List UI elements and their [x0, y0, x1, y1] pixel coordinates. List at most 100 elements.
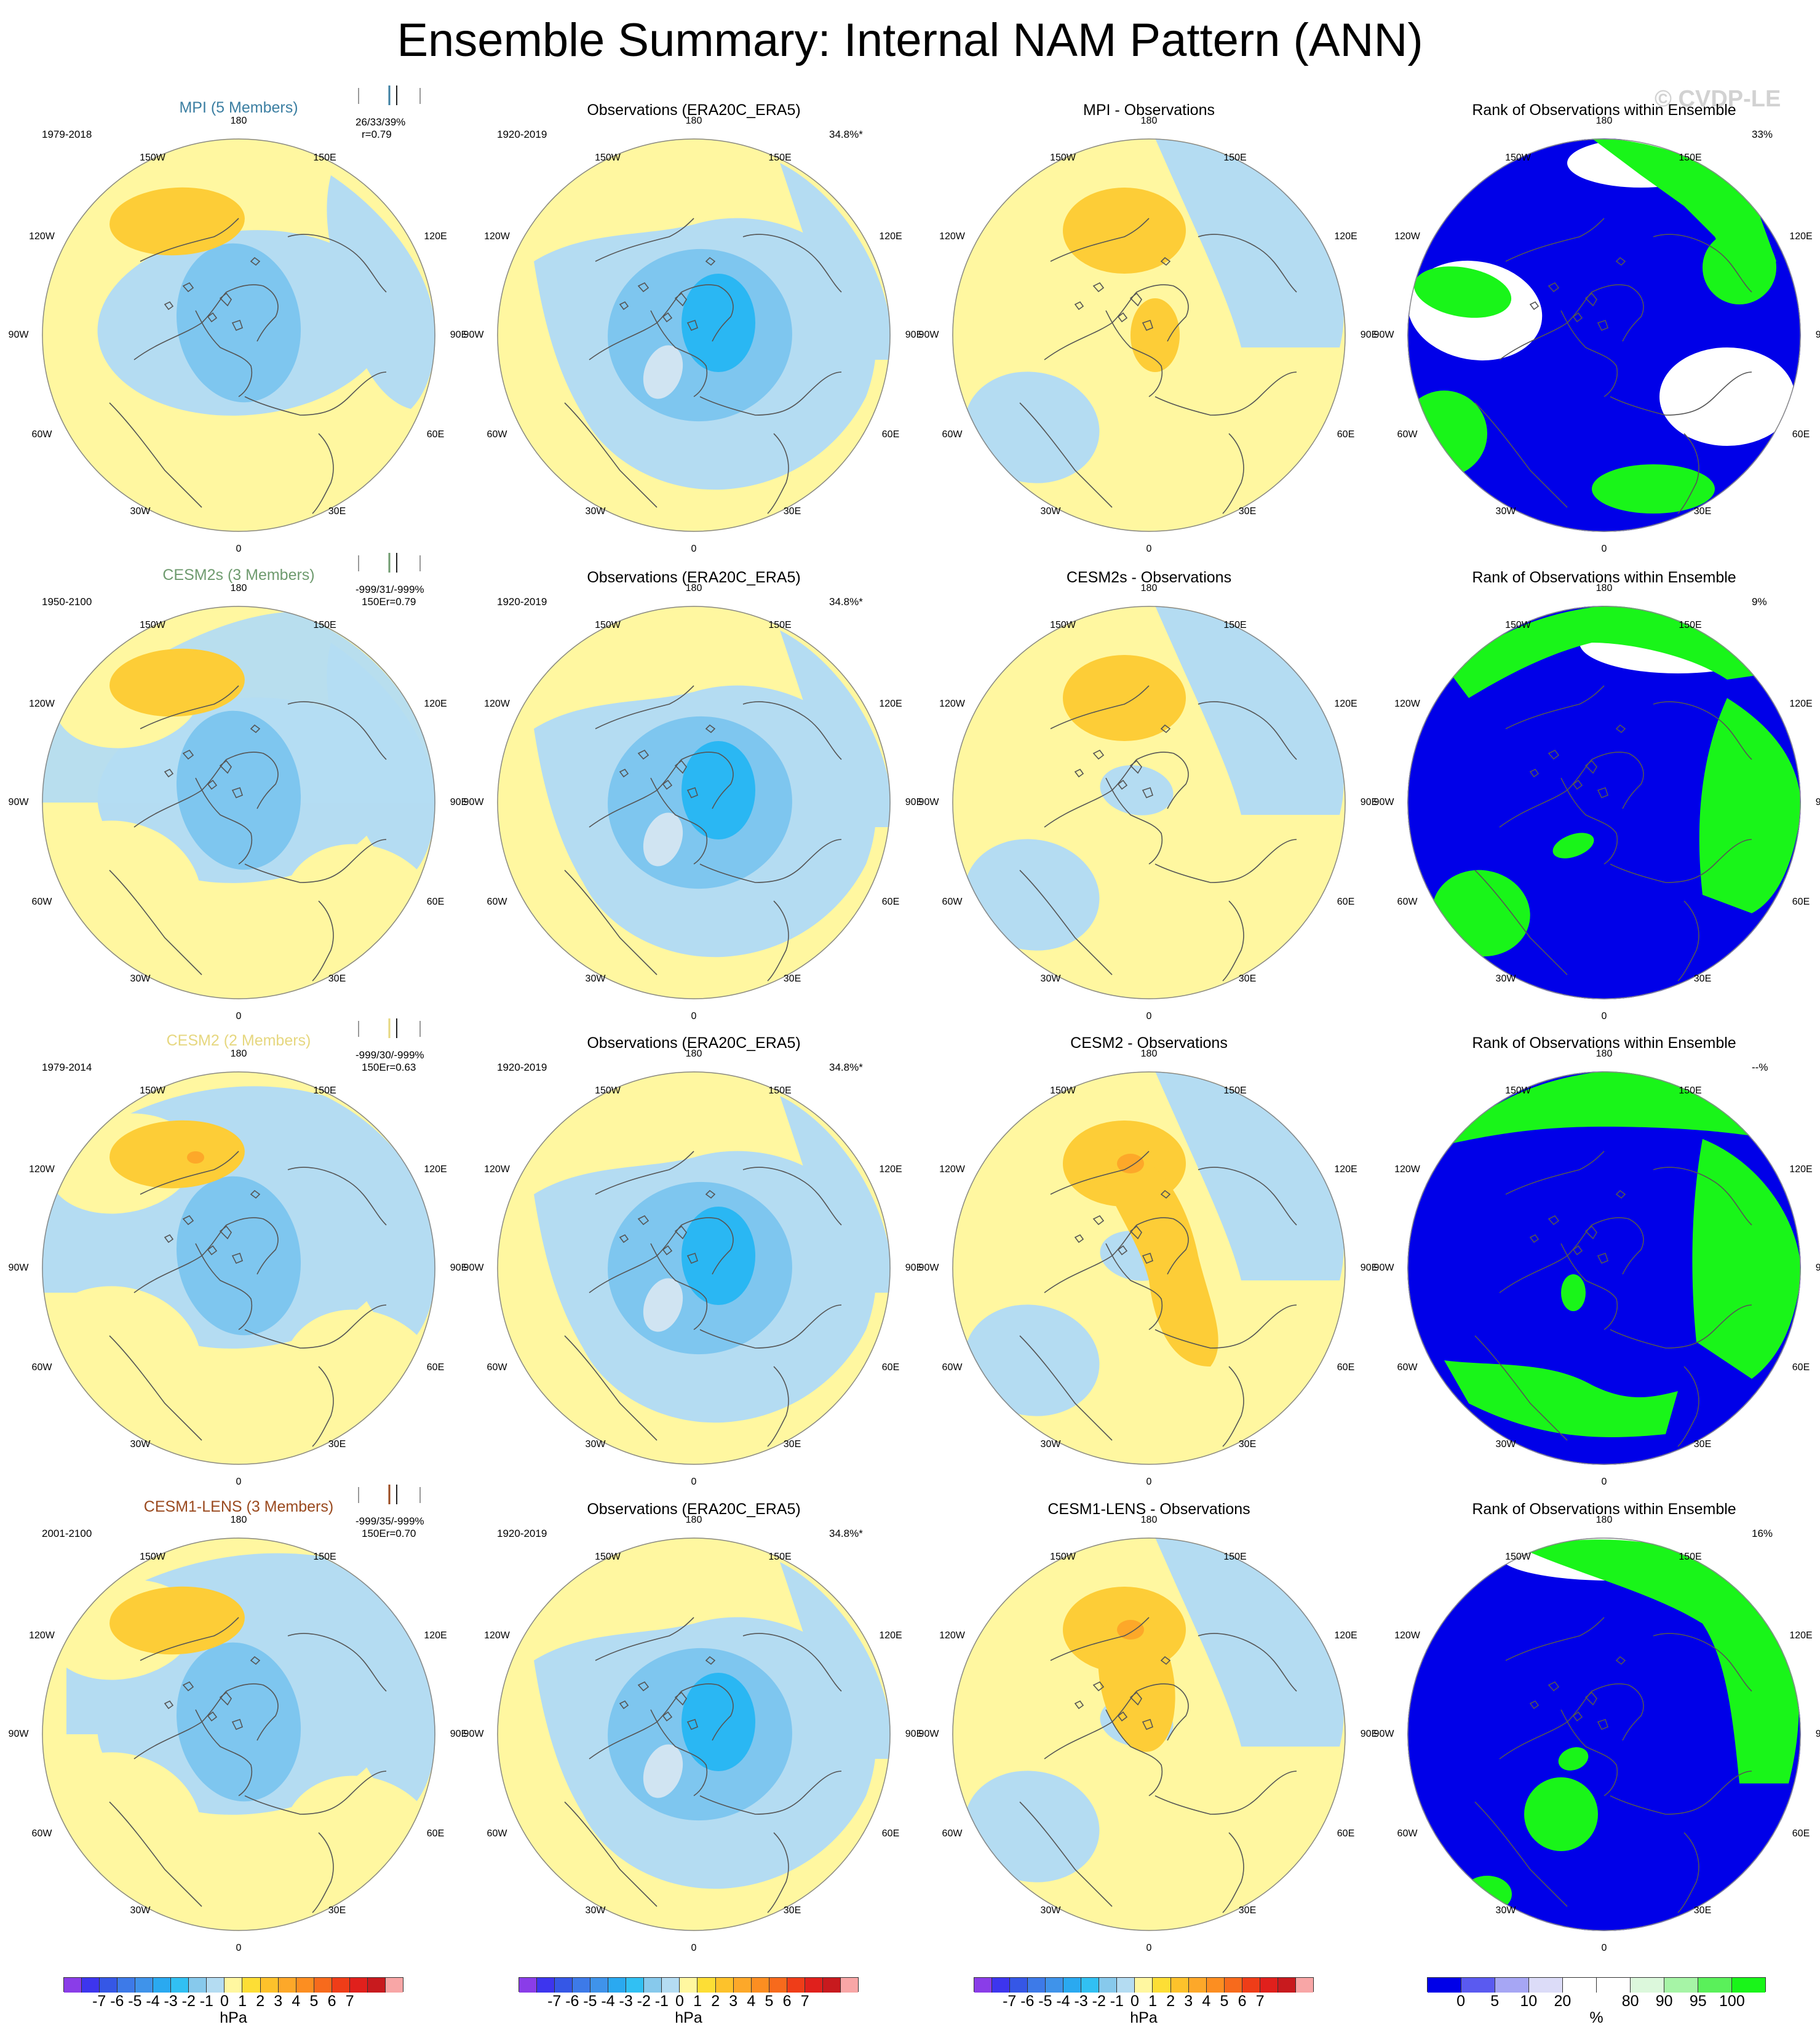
row4-diff-lon-label-60w: 60W — [942, 1828, 963, 1839]
row1-diff-lon-label-120w: 120W — [939, 231, 965, 242]
colorbar-hpa-2-swatch — [519, 1978, 537, 1993]
row2-rank-lon-label-30w: 30W — [1495, 974, 1516, 984]
row1-diff-map — [952, 138, 1346, 532]
row2-diff-lon-label-30w: 30W — [1040, 974, 1061, 984]
row1-rank-pct: 33% — [1752, 129, 1773, 140]
row2-obs-title: Observations (ERA20C_ERA5) — [587, 569, 801, 586]
row3-rank-lon-label-60w: 60W — [1397, 1362, 1418, 1373]
colorbar-hpa-1-tick: 6 — [327, 1993, 336, 2010]
row2-rank-lon-label-150e: 150E — [1679, 620, 1702, 630]
row1-rank-lon-label-180: 180 — [1595, 116, 1613, 126]
colorbar-hpa-2-swatch — [733, 1978, 751, 1993]
colorbar-rank-tick: 20 — [1554, 1993, 1572, 2010]
row3-model-pattern-correlation-whisker — [352, 1016, 426, 1044]
colorbar-rank-tick: 10 — [1520, 1993, 1538, 2010]
row2-obs-lon-label-150w: 150W — [595, 620, 621, 630]
row2-diff-lon-label-120w: 120W — [939, 699, 965, 709]
colorbar-hpa-2-tick: 4 — [747, 1993, 756, 2010]
row2-obs-lon-label-60w: 60W — [487, 897, 507, 907]
row1-model-stats-line2: r=0.79 — [362, 129, 392, 140]
row3-rank-title: Rank of Observations within Ensemble — [1472, 1034, 1736, 1052]
colorbar-hpa-3-tick: 1 — [1148, 1993, 1157, 2010]
colorbar-rank-tick: 100 — [1719, 1993, 1745, 2010]
row3-rank-lon-label-150w: 150W — [1505, 1085, 1531, 1096]
colorbar-rank-tick: 80 — [1621, 1993, 1639, 2010]
row3-diff-lon-label-120w: 120W — [939, 1164, 965, 1175]
row1-diff-lon-label-60w: 60W — [942, 429, 963, 440]
row1-obs-lon-label-90e: 90E — [905, 330, 923, 340]
row3-obs-lon-label-90e: 90E — [905, 1263, 923, 1273]
colorbar-hpa-1-tick: -3 — [164, 1993, 178, 2010]
row3-model-lon-label-0: 0 — [236, 1477, 242, 1487]
row4-obs-lon-label-180: 180 — [685, 1515, 702, 1525]
row1-model-lon-label-90w: 90W — [8, 330, 29, 340]
row3-obs-lon-label-180: 180 — [685, 1049, 702, 1059]
row4-diff-lon-label-90w: 90W — [918, 1729, 939, 1739]
colorbar-hpa-1-swatch — [170, 1978, 189, 1993]
row3-model-lon-label-120e: 120E — [424, 1164, 447, 1175]
colorbar-hpa-3-tick: 5 — [1220, 1993, 1229, 2010]
colorbar-hpa-2-swatch — [804, 1978, 822, 1993]
colorbar-hpa-3-swatch — [1099, 1978, 1117, 1993]
row2-rank-lon-label-90e: 90E — [1815, 797, 1820, 807]
row3-obs-lon-label-0: 0 — [691, 1477, 697, 1487]
row2-rank-lon-label-60e: 60E — [1792, 897, 1810, 907]
row4-model-lon-label-30e: 30E — [328, 1905, 346, 1916]
row2-obs-lon-label-30w: 30W — [585, 974, 606, 984]
row1-model-lon-label-120w: 120W — [29, 231, 55, 242]
colorbar-hpa-2-tick: 7 — [800, 1993, 809, 2010]
row1-model-stats-line1: 26/33/39% — [356, 116, 406, 128]
row3-diff-lon-label-30e: 30E — [1238, 1439, 1257, 1450]
colorbar-hpa-1-swatch — [117, 1978, 135, 1993]
row4-model-lon-label-180: 180 — [230, 1515, 247, 1525]
row2-model-lon-label-60w: 60W — [31, 897, 52, 907]
row2-model-lon-label-30e: 30E — [328, 974, 346, 984]
row3-diff-lon-label-120e: 120E — [1334, 1164, 1357, 1175]
row4-diff-lon-label-150e: 150E — [1223, 1552, 1247, 1562]
colorbar-hpa-2-tick: -1 — [654, 1993, 669, 2010]
colorbar-hpa-3-tick: -7 — [1003, 1993, 1017, 2010]
colorbar-hpa-2-swatch — [697, 1978, 715, 1993]
colorbar-hpa-3-swatch — [1259, 1978, 1278, 1993]
row1-diff-lon-label-90e: 90E — [1360, 330, 1378, 340]
colorbar-hpa-2-swatch — [536, 1978, 555, 1993]
row4-rank-lon-label-60e: 60E — [1792, 1828, 1810, 1839]
row3-obs-lon-label-120w: 120W — [484, 1164, 510, 1175]
row1-obs-lon-label-150e: 150E — [768, 153, 792, 163]
row3-diff-lon-label-150w: 150W — [1050, 1085, 1076, 1096]
row1-rank-lon-label-150w: 150W — [1505, 153, 1531, 163]
colorbar-hpa-2-swatch — [840, 1978, 858, 1993]
colorbar-hpa-2-tick: -3 — [619, 1993, 633, 2010]
row4-obs-lon-label-60w: 60W — [487, 1828, 507, 1839]
row3-diff-lon-label-90w: 90W — [918, 1263, 939, 1273]
row4-diff-lon-label-120w: 120W — [939, 1630, 965, 1641]
row2-diff-lon-label-150w: 150W — [1050, 620, 1076, 630]
row2-rank-lon-label-60w: 60W — [1397, 897, 1418, 907]
colorbar-hpa-3-swatch — [1009, 1978, 1028, 1993]
row2-diff-title: CESM2s - Observations — [1066, 569, 1232, 586]
row2-diff-lon-label-60w: 60W — [942, 897, 963, 907]
row4-model-lon-label-30w: 30W — [130, 1905, 151, 1916]
row2-model-lon-label-150e: 150E — [313, 620, 336, 630]
row1-model-lon-label-90e: 90E — [450, 330, 468, 340]
row3-rank-lon-label-90e: 90E — [1815, 1263, 1820, 1273]
row1-rank-lon-label-60w: 60W — [1397, 429, 1418, 440]
colorbar-hpa-1-swatch — [242, 1978, 260, 1993]
colorbar-hpa-1-swatch — [99, 1978, 117, 1993]
row3-rank-lon-label-90w: 90W — [1373, 1263, 1394, 1273]
row4-model-map — [42, 1537, 435, 1931]
row1-obs-lon-label-30e: 30E — [783, 506, 801, 517]
row4-model-stats-line1: -999/35/-999% — [356, 1515, 424, 1527]
row3-model-lon-label-60e: 60E — [426, 1362, 445, 1373]
row4-rank-lon-label-0: 0 — [1601, 1943, 1607, 1953]
row4-obs-lon-label-30e: 30E — [783, 1905, 801, 1916]
page-title: Ensemble Summary: Internal NAM Pattern (… — [397, 14, 1423, 66]
row4-obs-years: 1920-2019 — [497, 1528, 547, 1539]
colorbar-hpa-1-tick: 3 — [274, 1993, 283, 2010]
colorbar-hpa-3-tick: -4 — [1056, 1993, 1070, 2010]
row4-obs-lon-label-150w: 150W — [595, 1552, 621, 1562]
row4-diff-lon-label-120e: 120E — [1334, 1630, 1357, 1641]
row3-model-lon-label-60w: 60W — [31, 1362, 52, 1373]
row2-obs-pct: 34.8%* — [829, 596, 863, 608]
colorbar-hpa-3-unit: hPa — [1130, 2009, 1158, 2026]
